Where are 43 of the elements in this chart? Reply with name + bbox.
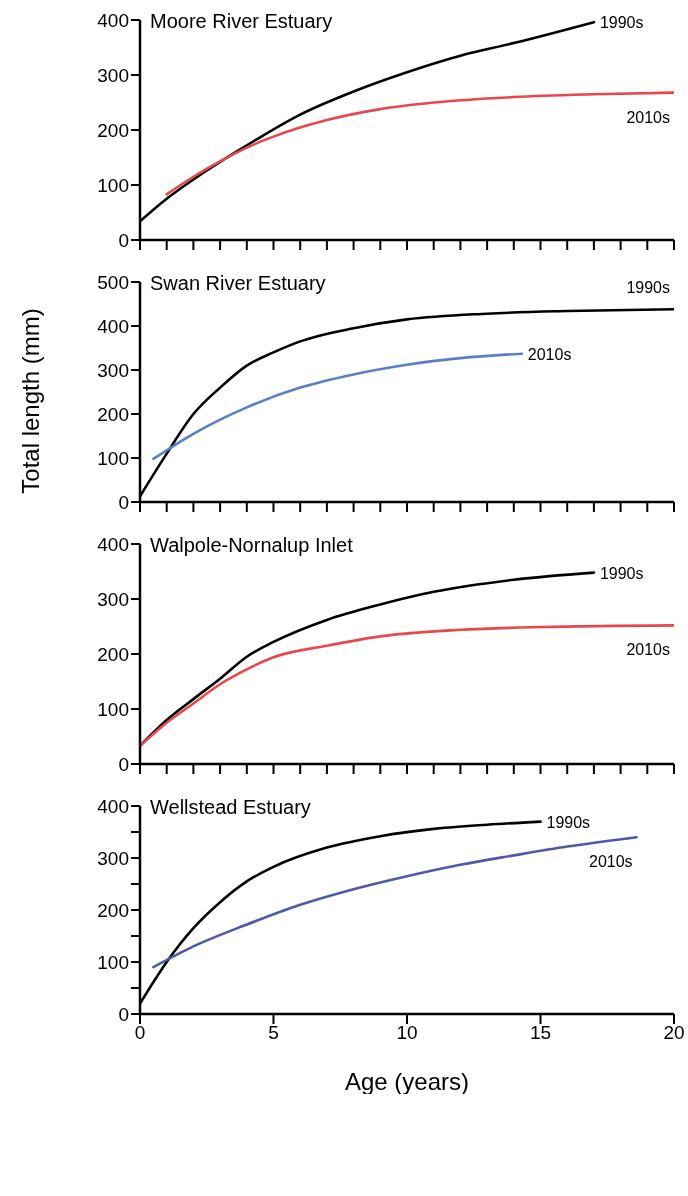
y-tick-label: 0 [118,1003,129,1025]
y-axis-title: Total length (mm) [17,308,45,494]
y-tick-label: 100 [97,447,129,469]
y-tick-label: 0 [118,229,129,251]
x-tick-label: 5 [268,1022,279,1044]
chart-title: Walpole-Nornalup Inlet [150,534,353,557]
y-tick-label: 100 [97,951,129,973]
y-tick-label: 0 [118,491,129,513]
y-tick-label: 400 [97,795,129,817]
series-label: 2010s [626,108,670,126]
y-tick-label: 400 [97,533,129,555]
y-tick-label: 500 [97,271,129,293]
y-tick-label: 400 [97,9,129,31]
line-series [152,835,638,969]
series-label: 1990s [599,564,644,582]
y-tick-label: 200 [97,643,129,665]
series-label: 2010s [527,345,572,363]
y-tick-label: 200 [97,899,129,921]
x-tick-label: 15 [529,1022,552,1044]
y-tick-label: 200 [97,403,129,425]
y-tick-label: 100 [97,698,129,720]
y-tick-label: 300 [97,588,129,610]
y-tick-label: 300 [97,64,129,86]
series-label: 1990s [626,279,670,297]
chart-title: Moore River Estuary [150,10,333,33]
y-tick-label: 300 [97,847,129,869]
series-label: 2010s [626,641,670,659]
line-series [140,624,674,748]
series-label: 1990s [546,813,591,831]
y-tick-label: 0 [118,753,129,775]
series-label: 2010s [589,853,633,871]
series-label: 1990s [599,14,644,32]
y-tick-label: 100 [97,174,129,196]
line-series [152,352,524,461]
chart-title: Swan River Estuary [150,272,326,295]
y-tick-label: 200 [97,119,129,141]
x-tick-label: 10 [396,1022,418,1044]
y-tick-label: 300 [97,359,129,381]
line-series [165,91,674,196]
x-tick-label: 0 [134,1022,146,1044]
y-tick-label: 400 [97,315,129,337]
x-tick-label: 20 [663,1022,685,1044]
chart-title: Wellstead Estuary [150,796,311,819]
